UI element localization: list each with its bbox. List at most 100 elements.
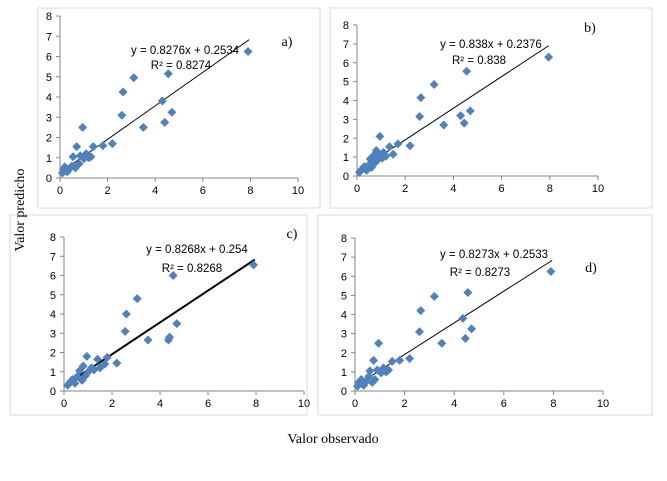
x-tick-label: 2: [105, 185, 111, 197]
data-point: [369, 355, 379, 365]
data-point: [163, 69, 173, 79]
x-tick-label: 4: [451, 398, 457, 410]
data-point: [102, 352, 112, 362]
data-point: [416, 306, 426, 316]
y-tick-label: 5: [46, 72, 52, 84]
data-point: [416, 93, 426, 103]
chart-panel-1: 0 1 2 3 4 5 6 7 8 0 2 4 6 8 10 y = 0.8276x + 0.2534 R² =…: [37, 7, 321, 209]
data-point: [463, 288, 473, 298]
trendline: [63, 258, 256, 387]
trendline-equation: y = 0.8276x + 0.2534: [131, 45, 240, 57]
r-squared-label: R² = 0.8268: [162, 263, 222, 275]
y-tick-label: 0: [341, 386, 347, 398]
data-point: [74, 159, 84, 169]
panel-frame: [37, 7, 321, 209]
data-point: [243, 46, 253, 56]
y-tick-label: 8: [50, 232, 56, 244]
data-point: [429, 291, 439, 301]
data-point: [415, 112, 425, 122]
x-tick-label: 8: [247, 185, 253, 197]
y-tick-label: 5: [343, 77, 349, 89]
x-tick-label: 8: [547, 183, 553, 195]
data-point: [121, 309, 131, 319]
y-tick-label: 7: [46, 31, 52, 43]
data-point: [165, 332, 175, 342]
data-point: [365, 366, 375, 376]
data-point: [70, 378, 80, 388]
y-tick-label: 1: [46, 153, 52, 165]
data-point: [393, 139, 403, 149]
data-point: [383, 365, 393, 375]
y-tick-label: 2: [46, 133, 52, 145]
y-tick-label: 1: [341, 367, 347, 379]
data-point: [465, 106, 475, 116]
x-tick-label: 0: [57, 185, 63, 197]
x-tick-label: 8: [550, 398, 556, 410]
panel-frame: [9, 214, 308, 416]
x-tick-label: 6: [205, 398, 211, 410]
x-tick-label: 2: [402, 398, 408, 410]
data-point: [120, 326, 130, 336]
y-tick-label: 5: [341, 290, 347, 302]
y-axis-title: Valor predicho: [13, 169, 28, 252]
chart-panel-2: 0 1 2 3 4 5 6 7 8 0 2 4 6 8 10 y = 0.838x + 0.2376 R² = …: [329, 7, 653, 209]
y-tick-label: 3: [343, 114, 349, 126]
y-tick-label: 2: [343, 133, 349, 145]
data-point: [387, 356, 397, 366]
data-point: [546, 266, 556, 276]
y-tick-label: 3: [50, 328, 56, 340]
x-tick-label: 0: [354, 183, 360, 195]
y-tick-label: 0: [46, 173, 52, 185]
y-tick-label: 1: [343, 152, 349, 164]
y-tick-label: 1: [50, 367, 56, 379]
y-tick-label: 7: [50, 251, 56, 263]
data-point: [462, 66, 472, 76]
trendline: [354, 259, 553, 387]
data-point: [437, 338, 447, 348]
data-point: [458, 313, 468, 323]
data-point: [143, 335, 153, 345]
data-point: [405, 141, 415, 151]
y-tick-label: 3: [341, 329, 347, 341]
data-point: [68, 152, 78, 162]
data-point: [381, 151, 391, 161]
y-tick-label: 4: [343, 96, 349, 108]
x-tick-label: 6: [499, 183, 505, 195]
y-tick-label: 7: [343, 39, 349, 51]
data-point: [375, 131, 385, 141]
chart-panel-4: 0 1 2 3 4 5 6 7 8 0 2 4 6 8 10 y = 0.8273x + 0.2533 R² =…: [317, 214, 653, 416]
data-point: [460, 333, 470, 343]
data-point: [138, 122, 148, 132]
r-squared-label: R² = 0.838: [452, 55, 506, 67]
data-point: [86, 152, 96, 162]
x-tick-label: 6: [501, 398, 507, 410]
data-point: [117, 110, 127, 120]
panel-frame: [329, 7, 653, 209]
x-tick-label: 10: [298, 398, 310, 410]
trendline-equation: y = 0.8268x + 0.254: [146, 244, 248, 256]
data-point: [374, 338, 384, 348]
x-tick-label: 10: [592, 183, 604, 195]
y-tick-label: 4: [341, 310, 347, 322]
y-tick-label: 4: [50, 309, 56, 321]
panel-letter: d): [585, 261, 597, 276]
y-tick-label: 8: [46, 11, 52, 23]
x-axis-title: Valor observado: [287, 432, 378, 447]
chart-panel-3: 0 1 2 3 4 5 6 7 8 0 2 4 6 8 10 y = 0.8268x + 0.254 R² = …: [9, 214, 310, 416]
data-point: [132, 294, 142, 304]
data-point: [172, 319, 182, 329]
panel-letter: b): [584, 21, 596, 36]
data-point: [78, 122, 88, 132]
data-point: [388, 149, 398, 159]
x-tick-label: 4: [157, 398, 163, 410]
data-point: [88, 142, 98, 152]
data-point: [385, 142, 395, 152]
trendline: [59, 39, 250, 174]
data-point: [72, 142, 82, 152]
data-point: [160, 117, 170, 127]
data-point: [405, 353, 415, 363]
x-tick-label: 2: [402, 183, 408, 195]
trendline-equation: y = 0.8273x + 0.2533: [440, 249, 548, 261]
